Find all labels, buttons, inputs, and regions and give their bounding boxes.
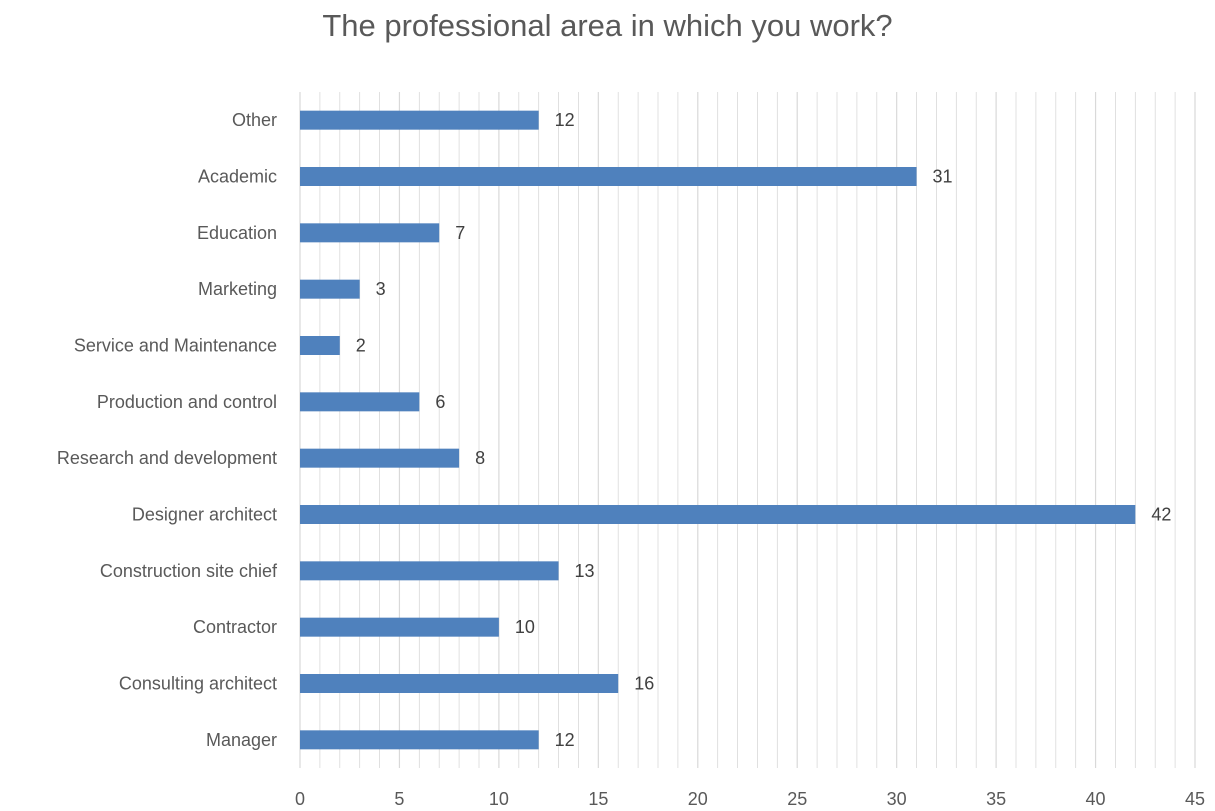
category-label: Contractor — [193, 617, 277, 637]
data-label: 12 — [555, 730, 575, 750]
category-label: Research and development — [57, 448, 277, 468]
data-label: 2 — [356, 336, 366, 356]
data-label: 13 — [575, 561, 595, 581]
data-label: 6 — [435, 392, 445, 412]
x-tick-label: 35 — [986, 789, 1006, 809]
data-label: 8 — [475, 448, 485, 468]
bar — [300, 448, 460, 468]
x-tick-label: 0 — [295, 789, 305, 809]
bar — [300, 279, 360, 299]
chart-title: The professional area in which you work? — [322, 8, 893, 43]
category-label: Marketing — [198, 279, 277, 299]
x-tick-label: 30 — [887, 789, 907, 809]
gridlines — [299, 92, 1196, 768]
bar — [300, 110, 539, 130]
data-label: 3 — [376, 279, 386, 299]
x-tick-label: 40 — [1086, 789, 1106, 809]
bar — [300, 561, 559, 581]
bar — [300, 392, 420, 412]
bar — [300, 674, 619, 693]
data-label: 16 — [634, 674, 654, 694]
x-tick-label: 45 — [1185, 789, 1205, 809]
category-label: Construction site chief — [100, 561, 278, 581]
category-label: Consulting architect — [119, 674, 277, 694]
data-label: 10 — [515, 617, 535, 637]
data-label: 7 — [455, 223, 465, 243]
category-label: Manager — [206, 730, 277, 750]
data-label: 31 — [933, 167, 953, 187]
x-tick-label: 20 — [688, 789, 708, 809]
category-label: Other — [232, 110, 277, 130]
bar — [300, 223, 440, 243]
labels: 0 5 10 15 20 25 30 35 40 45 Other 12 Academic 31 Educa… — [57, 110, 1205, 809]
category-label: Academic — [198, 167, 277, 187]
category-label: Education — [197, 223, 277, 243]
data-label: 42 — [1151, 505, 1171, 525]
bars — [300, 110, 1136, 750]
x-tick-label: 15 — [588, 789, 608, 809]
bar — [300, 336, 340, 355]
category-label: Production and control — [97, 392, 277, 412]
bar — [300, 505, 1136, 524]
bar — [300, 167, 917, 186]
data-label: 12 — [555, 110, 575, 130]
category-label: Designer architect — [132, 505, 277, 525]
x-tick-label: 25 — [787, 789, 807, 809]
bar — [300, 617, 499, 637]
x-tick-label: 10 — [489, 789, 509, 809]
category-label: Service and Maintenance — [74, 336, 277, 356]
x-tick-label: 5 — [394, 789, 404, 809]
bar — [300, 730, 539, 750]
